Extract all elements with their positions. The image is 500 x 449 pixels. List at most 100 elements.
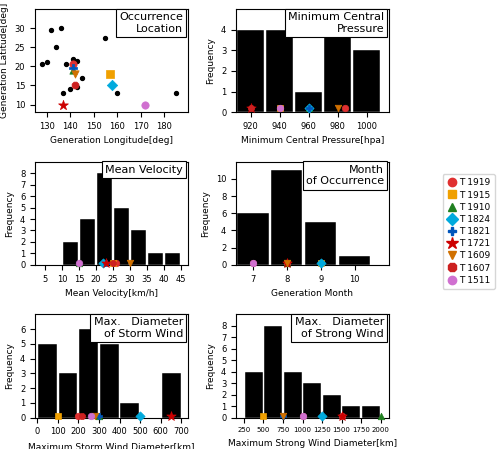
Bar xyxy=(304,383,322,418)
Point xyxy=(54,413,62,420)
Point xyxy=(68,61,76,68)
Text: Minimum Central
Pressure: Minimum Central Pressure xyxy=(288,12,384,34)
Point xyxy=(102,34,110,41)
X-axis label: Maximum Storm Wind Diameter[km]: Maximum Storm Wind Diameter[km] xyxy=(28,442,194,449)
Point xyxy=(304,105,312,112)
Bar xyxy=(38,344,57,418)
Bar xyxy=(114,207,130,265)
Point xyxy=(276,105,283,112)
Point xyxy=(71,70,79,78)
Y-axis label: Frequency: Frequency xyxy=(201,190,210,237)
X-axis label: Generation Longitude[deg]: Generation Longitude[deg] xyxy=(50,136,173,145)
Point xyxy=(109,259,117,266)
Point xyxy=(283,260,291,267)
Point xyxy=(317,260,325,267)
Point xyxy=(338,413,345,420)
Point xyxy=(74,57,82,64)
X-axis label: Maximum Strong Wind Diameter[km]: Maximum Strong Wind Diameter[km] xyxy=(228,439,397,448)
Text: Mean Velocity: Mean Velocity xyxy=(106,165,183,175)
Point xyxy=(279,413,287,420)
Point xyxy=(304,105,312,112)
Point xyxy=(142,101,150,108)
X-axis label: Generation Month: Generation Month xyxy=(272,289,353,298)
Text: Max.   Diameter
of Storm Wind: Max. Diameter of Storm Wind xyxy=(94,317,183,339)
Bar xyxy=(244,372,262,418)
Point xyxy=(95,413,103,420)
Point xyxy=(338,413,345,420)
Point xyxy=(78,74,86,81)
Point xyxy=(48,26,56,34)
Y-axis label: Generation Latitude[deg]: Generation Latitude[deg] xyxy=(0,3,9,118)
Point xyxy=(113,89,121,97)
Point xyxy=(99,259,107,266)
Point xyxy=(52,44,60,51)
Point xyxy=(95,413,103,420)
Point xyxy=(246,105,254,112)
Text: Month
of Occurrence: Month of Occurrence xyxy=(306,165,384,186)
Point xyxy=(142,101,150,108)
Bar xyxy=(58,374,78,418)
Bar xyxy=(100,344,118,418)
Bar xyxy=(164,253,180,265)
Point xyxy=(106,70,114,78)
Point xyxy=(283,260,291,267)
Point xyxy=(59,89,67,97)
Point xyxy=(249,260,257,267)
Point xyxy=(298,413,306,420)
Point xyxy=(74,413,82,420)
Point xyxy=(75,259,83,266)
Point xyxy=(249,260,257,267)
Y-axis label: Frequency: Frequency xyxy=(206,37,216,84)
Text: Max.   Diameter
of Strong Wind: Max. Diameter of Strong Wind xyxy=(294,317,384,339)
Point xyxy=(71,82,79,89)
Bar xyxy=(264,326,282,418)
Point xyxy=(246,105,254,112)
Point xyxy=(78,413,86,420)
Text: Occurrence
Location: Occurrence Location xyxy=(119,12,183,34)
Bar xyxy=(237,30,264,112)
Legend: T 1919, T 1915, T 1910, T 1824, T 1821, T 1721, T 1609, T 1607, T 1511: T 1919, T 1915, T 1910, T 1824, T 1821, … xyxy=(442,174,494,289)
Point xyxy=(317,260,325,267)
Point xyxy=(283,260,291,267)
Point xyxy=(249,260,257,267)
Point xyxy=(59,101,67,108)
Bar xyxy=(284,372,302,418)
Point xyxy=(136,413,144,420)
Point xyxy=(341,105,349,112)
X-axis label: Mean Velocity[km/h]: Mean Velocity[km/h] xyxy=(65,289,158,298)
Point xyxy=(102,259,110,266)
Point xyxy=(276,105,283,112)
Point xyxy=(108,82,116,89)
Point xyxy=(57,25,65,32)
Bar xyxy=(354,50,380,112)
Y-axis label: Frequency: Frequency xyxy=(6,190,15,237)
Point xyxy=(283,260,291,267)
Point xyxy=(318,413,326,420)
Point xyxy=(68,66,76,74)
Bar xyxy=(130,230,146,265)
Bar xyxy=(96,173,112,265)
Y-axis label: Frequency: Frequency xyxy=(6,343,15,389)
Bar xyxy=(342,406,360,418)
Point xyxy=(172,89,180,97)
Bar xyxy=(266,30,293,112)
Bar xyxy=(324,30,351,112)
Bar xyxy=(79,329,98,418)
Point xyxy=(62,61,70,68)
Bar xyxy=(339,256,370,265)
Bar xyxy=(238,213,268,265)
Point xyxy=(102,259,110,266)
Bar xyxy=(80,219,96,265)
Bar xyxy=(120,403,140,418)
Bar xyxy=(362,406,380,418)
Point xyxy=(298,413,306,420)
Point xyxy=(334,105,342,112)
Point xyxy=(91,413,99,420)
Point xyxy=(377,413,385,420)
Point xyxy=(74,84,82,91)
Point xyxy=(68,65,76,72)
Point xyxy=(167,413,175,420)
Point xyxy=(126,259,134,266)
Point xyxy=(260,413,268,420)
Bar xyxy=(296,92,322,112)
